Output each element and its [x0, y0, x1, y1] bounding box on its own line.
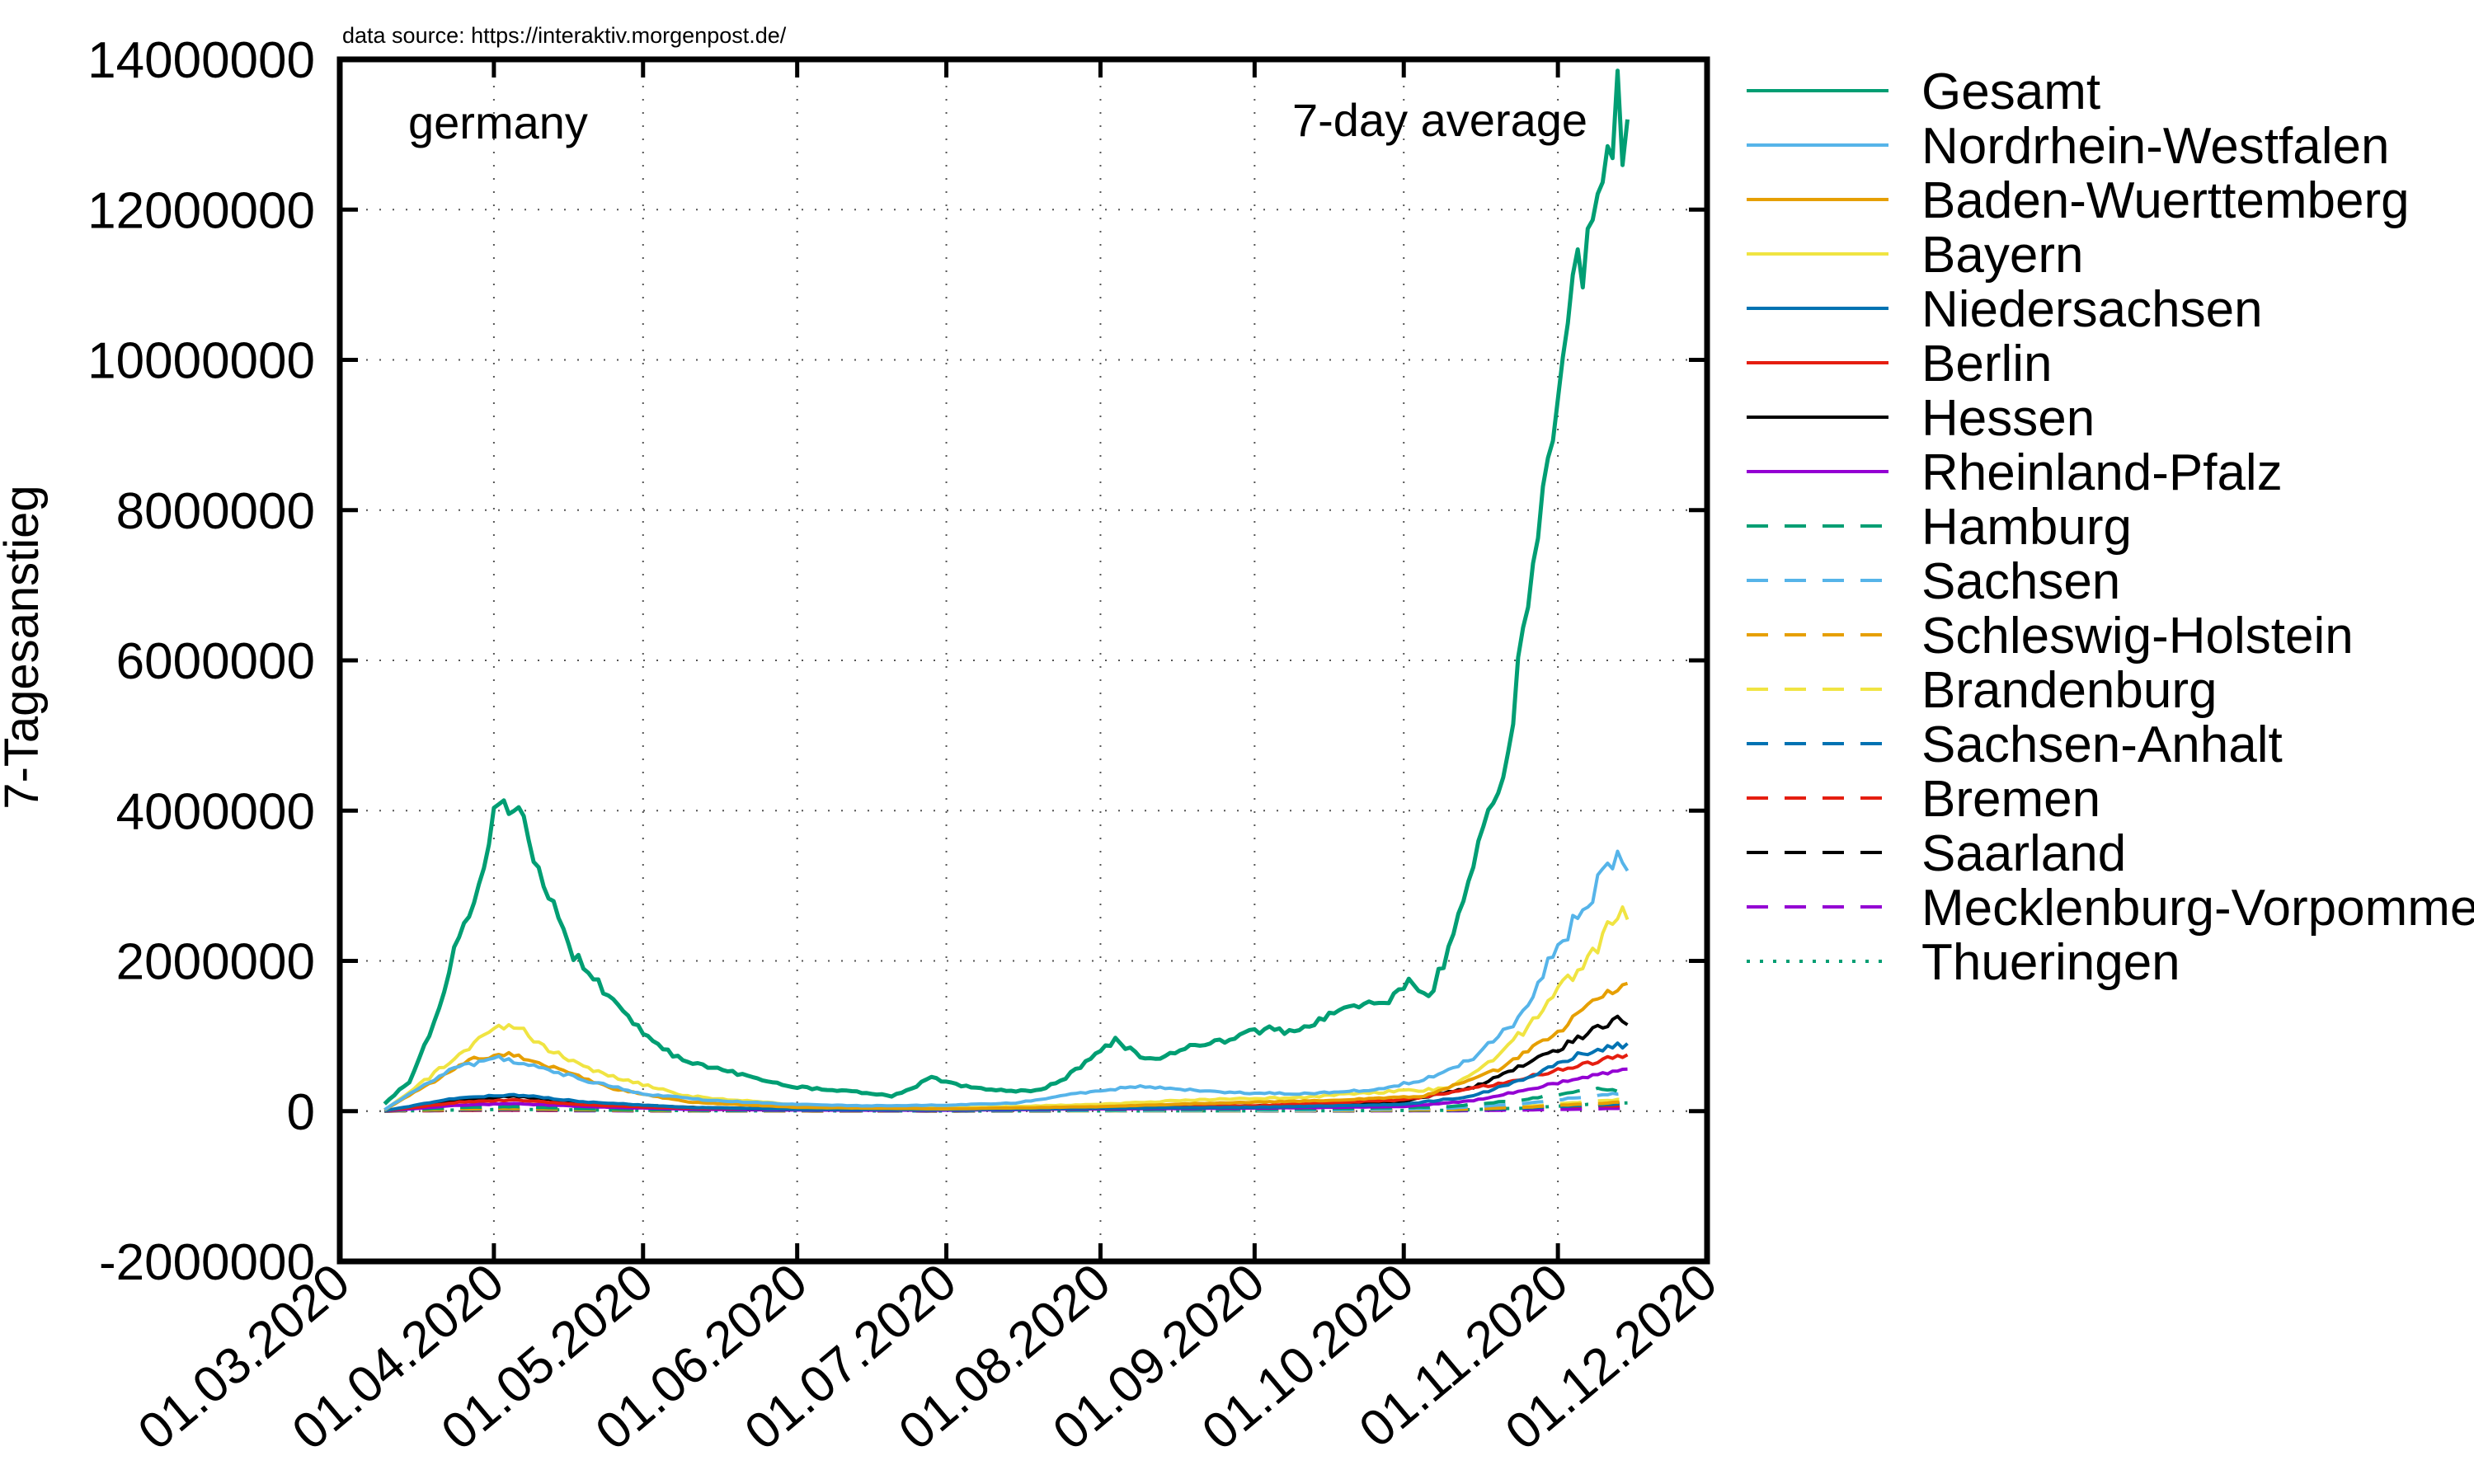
series-line-niedersachsen — [383, 1041, 1629, 1113]
average-note: 7-day average — [1292, 94, 1587, 146]
y-tick-label: 12000000 — [87, 182, 315, 239]
y-tick-label: 2000000 — [116, 934, 315, 991]
legend-label: Gesamt — [1921, 63, 2100, 120]
legend-label: Niedersachsen — [1921, 281, 2263, 338]
legend-label: Rheinland-Pfalz — [1921, 444, 2283, 501]
series-line-gesamt — [383, 68, 1630, 1106]
legend-label: Mecklenburg-Vorpommern — [1921, 880, 2474, 937]
legend-label: Saarland — [1921, 825, 2126, 882]
legend-label: Hamburg — [1921, 499, 2132, 556]
region-label: germany — [408, 96, 588, 148]
y-tick-label: -2000000 — [99, 1234, 315, 1291]
series-line-hessen — [384, 1014, 1629, 1113]
y-tick-label: 10000000 — [87, 333, 315, 390]
y-tick-label: 8000000 — [116, 483, 315, 540]
legend-label: Thueringen — [1921, 934, 2180, 991]
data-source-note: data source: https://interaktiv.morgenpo… — [342, 23, 787, 48]
y-tick-label: 0 — [287, 1084, 315, 1141]
series-line-bayern — [383, 905, 1630, 1112]
y-tick-label: 4000000 — [116, 783, 315, 840]
legend-label: Sachsen-Anhalt — [1921, 716, 2283, 773]
legend-label: Schleswig-Holstein — [1921, 608, 2354, 665]
y-axis-label: 7-Tagesanstieg — [0, 485, 49, 809]
legend-label: Sachsen — [1921, 553, 2120, 610]
gridlines — [340, 59, 1707, 1261]
legend-label: Berlin — [1921, 336, 2053, 392]
series-line-nordrhein-westfalen — [383, 849, 1630, 1111]
axis-ticks: -2000000 0 2000000 4000000 6000000 8000000 100… — [87, 32, 1728, 1461]
series-lines — [383, 68, 1630, 1113]
legend-label: Baden-Wuerttemberg — [1921, 172, 2410, 229]
y-tick-label: 14000000 — [87, 32, 315, 89]
y-tick-label: 6000000 — [116, 633, 315, 690]
legend: GesamtNordrhein-WestfalenBaden-Wuerttemb… — [1747, 63, 2474, 991]
legend-label: Nordrhein-Westfalen — [1921, 118, 2389, 175]
legend-label: Brandenburg — [1921, 662, 2218, 719]
legend-label: Bremen — [1921, 771, 2100, 828]
legend-label: Hessen — [1921, 390, 2095, 447]
legend-label: Bayern — [1921, 227, 2083, 284]
